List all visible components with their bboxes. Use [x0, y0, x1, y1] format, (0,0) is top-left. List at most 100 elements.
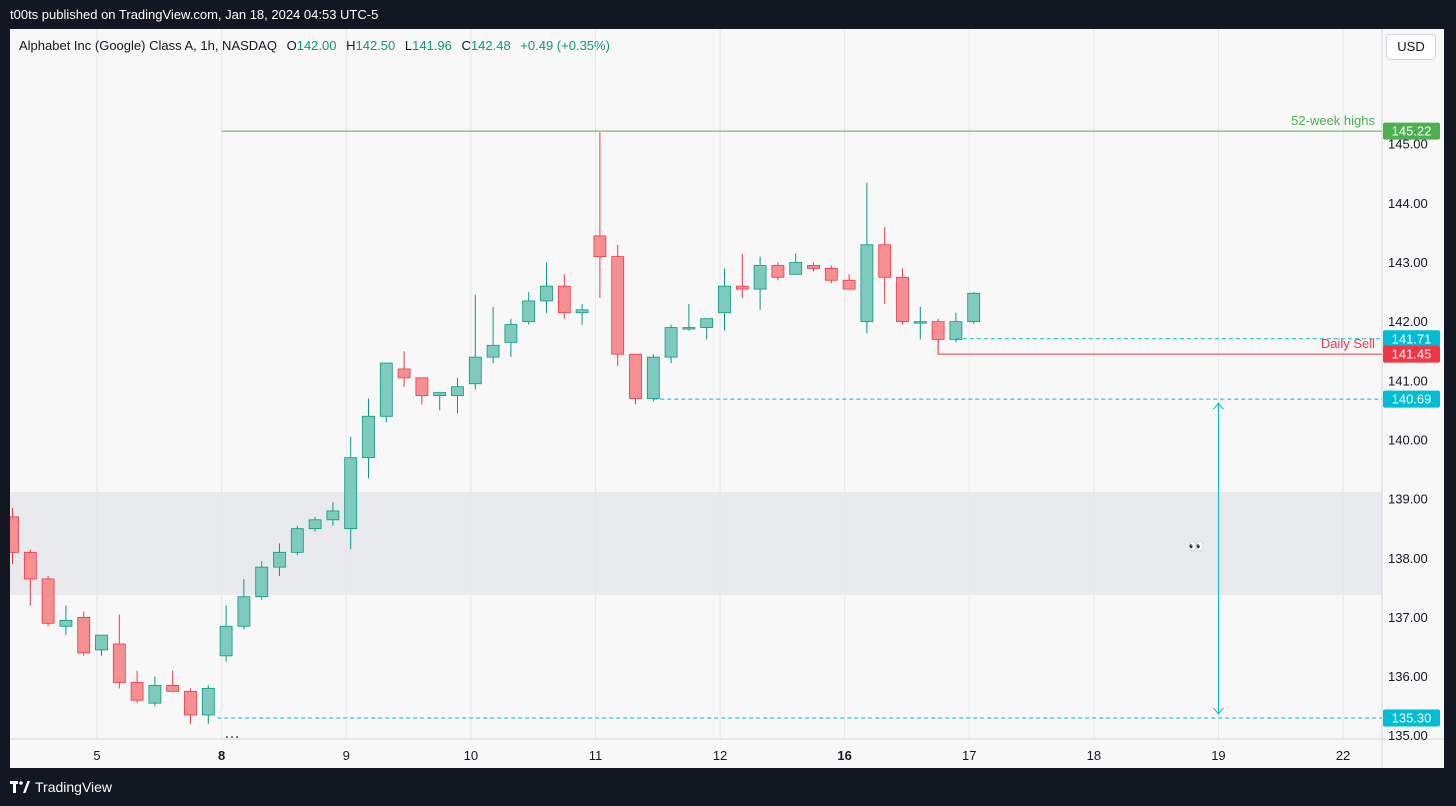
- candle-body: [255, 566, 269, 598]
- measure-arrow-down-icon: [1213, 707, 1224, 715]
- candle-body: [771, 265, 785, 278]
- candle[interactable]: [219, 605, 233, 662]
- candle-body: [486, 344, 500, 358]
- price-tick-label: 140.00: [1388, 432, 1428, 447]
- candle[interactable]: [718, 268, 731, 331]
- candle[interactable]: [789, 253, 803, 275]
- chart-frame[interactable]: [10, 29, 1444, 768]
- candle-body: [95, 634, 108, 651]
- candle[interactable]: [557, 274, 571, 319]
- candle[interactable]: [967, 292, 981, 325]
- candle[interactable]: [522, 292, 536, 325]
- candle-body: [59, 619, 73, 627]
- axis-marker-dot: [236, 736, 238, 738]
- candle[interactable]: [842, 274, 856, 290]
- candle[interactable]: [646, 354, 660, 402]
- candle-body: [949, 321, 963, 340]
- candle-body: [326, 510, 340, 521]
- candle-body: [415, 377, 429, 396]
- candle[interactable]: [664, 324, 678, 364]
- candle[interactable]: [593, 132, 607, 298]
- candle[interactable]: [344, 436, 358, 550]
- candle[interactable]: [362, 398, 375, 479]
- candle[interactable]: [166, 670, 180, 692]
- level-label: 52-week highs: [1291, 113, 1375, 128]
- candle[interactable]: [611, 244, 625, 367]
- candle-body: [575, 309, 589, 314]
- high-label: H: [346, 38, 356, 53]
- candle[interactable]: [896, 268, 909, 325]
- price-tick-label: 136.00: [1388, 669, 1428, 684]
- time-tick-label: 10: [464, 748, 478, 763]
- price-tag-label: 141.45: [1392, 347, 1432, 362]
- candle[interactable]: [540, 262, 553, 313]
- candle-body: [842, 279, 856, 290]
- currency-button[interactable]: USD: [1386, 34, 1436, 60]
- candle-body: [664, 327, 678, 358]
- candle[interactable]: [575, 303, 589, 325]
- candle[interactable]: [860, 182, 874, 334]
- price-tick-label: 141.00: [1388, 373, 1428, 388]
- candle[interactable]: [682, 303, 696, 331]
- candle[interactable]: [433, 392, 447, 411]
- candle[interactable]: [130, 670, 144, 704]
- level-label: Daily Sell: [1321, 336, 1375, 351]
- candle[interactable]: [59, 605, 73, 636]
- candle[interactable]: [308, 516, 322, 532]
- candle-body: [753, 265, 767, 290]
- eyes-emoji-annotation[interactable]: 👀: [1188, 538, 1204, 553]
- candle[interactable]: [878, 227, 892, 304]
- candle[interactable]: [7, 507, 19, 565]
- price-tick-label: 138.00: [1388, 551, 1428, 566]
- candle-body: [682, 327, 696, 330]
- candle-body: [201, 687, 215, 716]
- price-tag: [1383, 709, 1440, 727]
- candle[interactable]: [77, 611, 91, 656]
- candle[interactable]: [771, 262, 785, 281]
- candle[interactable]: [290, 525, 304, 556]
- tradingview-logo-icon: [10, 781, 30, 793]
- candle[interactable]: [379, 362, 393, 423]
- candle[interactable]: [949, 312, 963, 343]
- candle-body: [557, 285, 571, 314]
- candle-body: [237, 596, 251, 627]
- candle[interactable]: [700, 318, 714, 340]
- candle[interactable]: [397, 351, 411, 387]
- tradingview-brand[interactable]: TradingView: [10, 779, 112, 795]
- price-tick-label: 145.00: [1388, 137, 1428, 152]
- candle[interactable]: [735, 253, 749, 298]
- candle[interactable]: [753, 256, 767, 310]
- candle[interactable]: [931, 318, 945, 355]
- candle-body: [860, 244, 874, 323]
- candle[interactable]: [148, 676, 162, 707]
- candle[interactable]: [629, 353, 642, 405]
- candle-body: [629, 353, 642, 399]
- candle[interactable]: [326, 502, 340, 526]
- candle[interactable]: [824, 265, 838, 284]
- candle[interactable]: [913, 306, 927, 340]
- candle[interactable]: [273, 543, 286, 576]
- candle[interactable]: [41, 575, 55, 627]
- price-tag-label: 140.69: [1392, 392, 1432, 407]
- candle[interactable]: [807, 262, 820, 272]
- candle-body: [735, 285, 749, 290]
- candle-body: [789, 262, 803, 275]
- candle[interactable]: [184, 688, 197, 724]
- candle-body: [148, 685, 162, 704]
- candle[interactable]: [112, 614, 126, 689]
- candle[interactable]: [468, 295, 482, 390]
- candle[interactable]: [23, 549, 37, 606]
- candle[interactable]: [486, 306, 500, 364]
- symbol-title: Alphabet Inc (Google) Class A, 1h, NASDA…: [19, 38, 277, 53]
- candle[interactable]: [255, 561, 269, 600]
- change-value: +0.49 (+0.35%): [520, 38, 610, 53]
- candle[interactable]: [504, 318, 518, 358]
- candle[interactable]: [201, 685, 215, 724]
- candle[interactable]: [451, 377, 464, 414]
- candle[interactable]: [237, 578, 251, 630]
- candle[interactable]: [415, 377, 429, 405]
- candle-body: [433, 392, 447, 396]
- candle[interactable]: [95, 634, 108, 656]
- time-tick-label: 8: [218, 748, 225, 763]
